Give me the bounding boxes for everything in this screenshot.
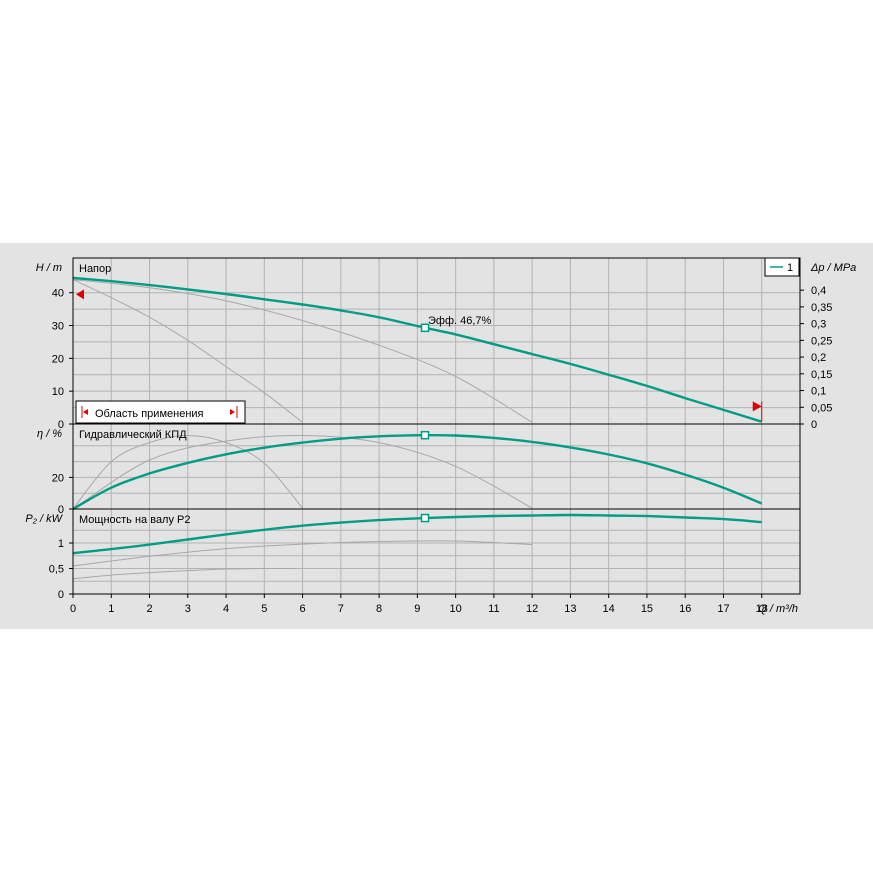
application-range-frame [75, 400, 246, 424]
right-tick-label: 0 [811, 419, 817, 431]
panel-title-efficiency: Гидравлический КПД [79, 429, 187, 441]
ghost-curve-efficiency [72, 434, 303, 510]
range-arrow-right-icon [230, 409, 235, 415]
x-tick-label: 15 [641, 603, 653, 615]
x-tick-label: 1 [108, 603, 114, 615]
x-tick-label: 11 [488, 603, 499, 615]
ghost-curve-efficiency [72, 434, 533, 510]
ghost-curve-head [72, 279, 533, 423]
chart-panel: 0 10 20 30 40 H / m Напор 0 20 η / % Гидравлически… [0, 243, 873, 629]
x-tick-label: 10 [450, 603, 462, 615]
right-tick-label: 0,1 [811, 386, 826, 398]
y-tick-label: 20 [52, 353, 64, 365]
range-end-flag-icon [752, 401, 762, 412]
panel-title-power: Мощность на валу P2 [79, 514, 191, 526]
x-tick-label: 0 [70, 603, 76, 615]
x-tick-label: 4 [223, 603, 229, 615]
right-tick-label: 0,05 [811, 402, 832, 414]
y-tick-label: 0 [58, 504, 64, 516]
right-tick-label: 0,3 [811, 319, 826, 331]
y-tick-label: 0 [58, 589, 64, 601]
x-tick-label: 7 [338, 603, 344, 615]
ghost-curve-power [72, 540, 533, 567]
ghost-curve-power [72, 567, 295, 580]
right-tick-label: 0,25 [811, 335, 832, 347]
bep-label: Эфф. 46,7% [428, 315, 492, 327]
legend: 1 [764, 257, 800, 277]
application-range-label: Область применения [95, 408, 204, 420]
y-tick-label: 40 [52, 288, 64, 300]
x-tick-label: 18 [756, 603, 768, 615]
x-tick-label: 12 [526, 603, 538, 615]
right-tick-label: 0,2 [811, 352, 826, 364]
x-tick-label: 3 [185, 603, 191, 615]
right-axis-label: Δp / MPa [810, 262, 856, 274]
x-axis-label: Q / m³/h [758, 603, 798, 615]
y-tick-label: 10 [52, 386, 64, 398]
x-tick-label: 2 [146, 603, 152, 615]
ghost-curve-head [72, 279, 303, 423]
y-tick-label: 0,5 [49, 564, 64, 576]
x-tick-label: 13 [564, 603, 576, 615]
x-tick-label: 14 [603, 603, 615, 615]
right-tick-label: 0,15 [811, 369, 832, 381]
range-arrow-left-icon [83, 409, 88, 415]
application-range-box: Область применения [75, 400, 246, 424]
operating-point-marker [420, 513, 430, 523]
legend-label: 1 [787, 262, 793, 274]
panel-title-head: Напор [79, 263, 111, 275]
x-tick-label: 9 [414, 603, 420, 615]
y-axis-label-head: H / m [36, 262, 62, 274]
x-tick-label: 16 [679, 603, 691, 615]
y-tick-label: 30 [52, 321, 64, 333]
right-tick-label: 0,35 [811, 302, 832, 314]
right-tick-label: 0,4 [811, 285, 826, 297]
x-tick-label: 17 [717, 603, 729, 615]
y-tick-label: 1 [58, 538, 64, 550]
x-tick-label: 8 [376, 603, 382, 615]
x-tick-label: 5 [261, 603, 267, 615]
y-axis-label-efficiency: η / % [37, 428, 62, 440]
range-start-flag-icon [76, 289, 84, 300]
operating-point-marker [420, 323, 430, 333]
x-tick-label: 6 [300, 603, 306, 615]
y-tick-label: 20 [52, 472, 64, 484]
y-tick-label: 0 [58, 419, 64, 431]
panel-frame-power [72, 508, 801, 595]
y-axis-label-power: P₂ / kW [25, 513, 63, 525]
operating-point-marker [420, 430, 430, 440]
